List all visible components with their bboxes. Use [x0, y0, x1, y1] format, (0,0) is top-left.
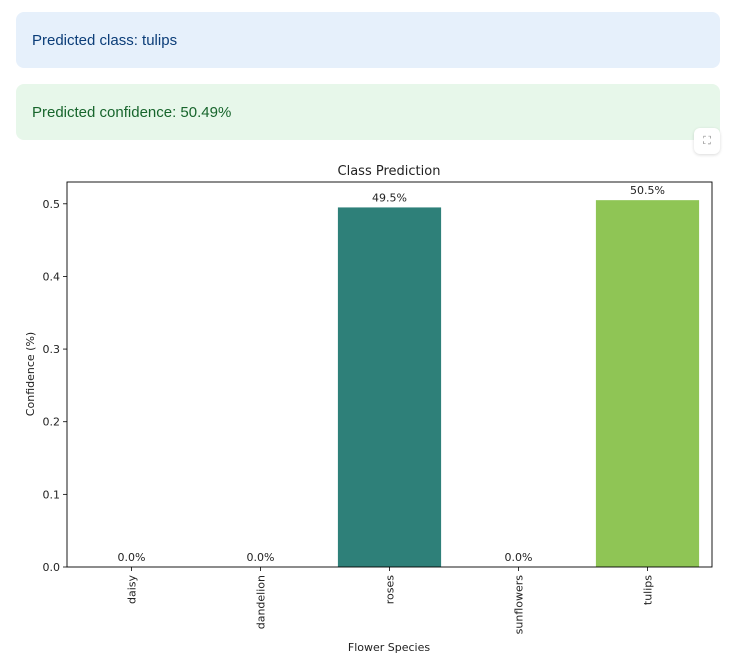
predicted-class-alert: Predicted class: tulips: [16, 12, 720, 68]
predicted-confidence-text: Predicted confidence: 50.49%: [32, 103, 232, 121]
x-tick-label-sunflowers: sunflowers: [513, 575, 526, 635]
predicted-class-text: Predicted class: tulips: [32, 31, 178, 49]
y-tick-label: 0.4: [43, 270, 61, 283]
x-tick-label-tulips: tulips: [642, 575, 655, 605]
bar-value-label-roses: 49.5%: [372, 191, 407, 204]
x-tick-label-roses: roses: [384, 575, 397, 605]
plot-frame: [66, 181, 713, 568]
bar-value-label-tulips: 50.5%: [630, 184, 665, 197]
y-tick-label: 0.3: [43, 343, 61, 356]
y-axis-label: Confidence (%): [24, 332, 37, 416]
bar-tulips: [595, 200, 700, 567]
fullscreen-icon: ⛶: [703, 134, 711, 147]
y-tick-label: 0.2: [43, 416, 61, 429]
bar-value-label-dandelion: 0.0%: [247, 551, 275, 564]
bar-value-label-daisy: 0.0%: [118, 551, 146, 564]
bar-value-label-sunflowers: 0.0%: [505, 551, 533, 564]
class-prediction-chart: Class Prediction 0.0% 0.0%49.5%0.0%50.5% …: [24, 164, 713, 654]
y-tick-label: 0.5: [43, 198, 61, 211]
x-tick-label-dandelion: dandelion: [255, 575, 268, 629]
y-tick-label: 0.1: [43, 488, 61, 501]
y-tick-label: 0.0: [43, 561, 61, 574]
x-tick-label-daisy: daisy: [126, 575, 139, 605]
bar-roses: [337, 207, 442, 567]
fullscreen-button[interactable]: ⛶: [694, 128, 720, 154]
predicted-confidence-alert: Predicted confidence: 50.49%: [16, 84, 720, 140]
chart-title: Class Prediction: [338, 164, 441, 179]
x-axis-label: Flower Species: [348, 641, 431, 654]
